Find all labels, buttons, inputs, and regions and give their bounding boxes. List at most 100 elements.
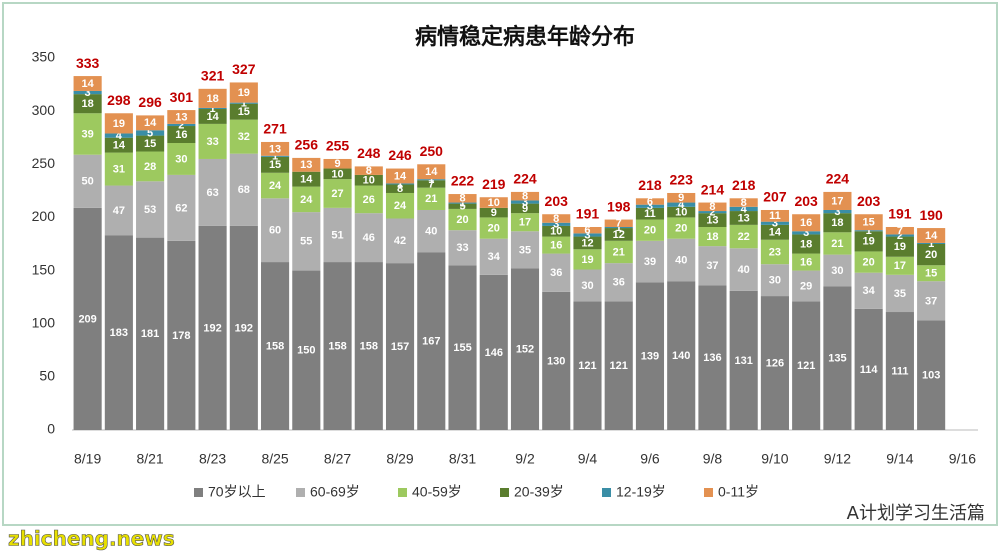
segment-label: 35 bbox=[894, 288, 906, 300]
bar-segment bbox=[323, 168, 352, 180]
bar-segment bbox=[792, 214, 821, 232]
segment-label: 14 bbox=[81, 78, 94, 90]
total-label: 203 bbox=[545, 193, 569, 209]
segment-label: 2 bbox=[178, 119, 184, 131]
total-label: 255 bbox=[326, 138, 350, 154]
segment-label: 1 bbox=[616, 222, 622, 234]
segment-label: 1 bbox=[866, 225, 872, 237]
segment-label: 55 bbox=[300, 236, 312, 248]
segment-label: 121 bbox=[610, 360, 628, 372]
segment-label: 14 bbox=[206, 111, 219, 123]
segment-label: 1 bbox=[272, 151, 278, 163]
segment-label: 158 bbox=[266, 340, 284, 352]
bar-segment bbox=[354, 213, 383, 263]
bar-segment bbox=[385, 218, 415, 264]
bar-segment bbox=[73, 113, 102, 155]
x-tick-label: 9/10 bbox=[761, 451, 788, 467]
bar-segment bbox=[604, 228, 633, 241]
bar-segment bbox=[885, 236, 914, 257]
bar-segment bbox=[73, 154, 102, 208]
bar-segment bbox=[167, 110, 196, 124]
bar-segment bbox=[667, 238, 696, 282]
bar-segment bbox=[604, 219, 633, 227]
segment-label: 1 bbox=[210, 103, 216, 115]
segment-label: 32 bbox=[238, 131, 250, 143]
segment-label: 111 bbox=[891, 365, 908, 377]
segment-label: 63 bbox=[206, 187, 218, 199]
segment-label: 8 bbox=[366, 165, 372, 177]
total-label: 219 bbox=[482, 176, 506, 192]
segment-label: 14 bbox=[113, 140, 126, 152]
bar-segment bbox=[448, 265, 477, 430]
total-label: 224 bbox=[513, 171, 537, 187]
segment-label: 136 bbox=[703, 352, 721, 364]
segment-label: 15 bbox=[144, 138, 156, 150]
bar-segment bbox=[635, 240, 665, 283]
segment-label: 155 bbox=[453, 342, 471, 354]
segment-label: 22 bbox=[738, 231, 750, 243]
segment-label: 33 bbox=[456, 242, 468, 254]
segment-label: 3 bbox=[803, 227, 809, 239]
total-label: 224 bbox=[826, 171, 850, 187]
bar-segment bbox=[167, 123, 196, 127]
y-tick-label: 100 bbox=[32, 314, 56, 330]
bar-segment bbox=[760, 264, 789, 297]
segment-label: 50 bbox=[81, 176, 93, 188]
bar-segment bbox=[667, 206, 696, 218]
bar-segment bbox=[760, 239, 789, 265]
bar-segment bbox=[448, 230, 477, 266]
bar-segment bbox=[510, 231, 540, 269]
segment-label: 19 bbox=[863, 236, 875, 248]
segment-label: 121 bbox=[578, 360, 596, 372]
segment-label: 15 bbox=[925, 268, 937, 280]
segment-label: 37 bbox=[706, 260, 718, 272]
total-label: 256 bbox=[295, 137, 319, 153]
bar-segment bbox=[104, 113, 133, 134]
bar-segment bbox=[854, 308, 883, 430]
total-label: 218 bbox=[732, 177, 756, 193]
segment-label: 3 bbox=[85, 87, 91, 99]
segment-label: 7 bbox=[897, 225, 903, 237]
segment-label: 60 bbox=[269, 225, 281, 237]
segment-label: 1 bbox=[397, 178, 403, 190]
segment-label: 9 bbox=[522, 203, 528, 215]
bar-segment bbox=[760, 296, 789, 430]
total-label: 298 bbox=[107, 92, 131, 108]
x-tick-label: 8/23 bbox=[199, 451, 226, 467]
x-tick-label: 9/12 bbox=[824, 451, 851, 467]
bar-segment bbox=[729, 290, 758, 430]
y-tick-label: 200 bbox=[32, 208, 56, 224]
bar-segment bbox=[167, 126, 196, 144]
bar-segment bbox=[167, 143, 196, 175]
segment-label: 28 bbox=[144, 161, 156, 173]
bar-segment bbox=[510, 200, 540, 204]
legend-label: 0-11岁 bbox=[718, 484, 759, 500]
segment-label: 23 bbox=[769, 246, 781, 258]
bar-segment bbox=[854, 230, 883, 232]
bar-segment bbox=[698, 246, 727, 286]
segment-label: 8 bbox=[709, 201, 715, 213]
segment-label: 13 bbox=[300, 159, 312, 171]
segment-label: 10 bbox=[675, 207, 687, 219]
segment-label: 29 bbox=[800, 280, 812, 292]
segment-label: 20 bbox=[456, 214, 468, 226]
bar-segment bbox=[417, 209, 446, 253]
bar-segment bbox=[136, 181, 165, 238]
total-label: 214 bbox=[701, 181, 725, 197]
segment-label: 16 bbox=[550, 239, 562, 251]
legend-swatch bbox=[500, 488, 509, 497]
segment-label: 10 bbox=[488, 197, 500, 209]
bar-segment bbox=[823, 213, 852, 233]
segment-label: 14 bbox=[925, 230, 938, 242]
bar-segment bbox=[354, 185, 383, 214]
legend-label: 20-39岁 bbox=[514, 484, 564, 500]
bar-segment bbox=[104, 185, 133, 236]
bar-segment bbox=[198, 158, 227, 226]
bar-segment bbox=[760, 224, 789, 240]
segment-label: 2 bbox=[709, 207, 715, 219]
bar-segment bbox=[73, 94, 102, 114]
bar-segment bbox=[323, 179, 352, 208]
segment-label: 18 bbox=[81, 98, 93, 110]
bar-segment bbox=[667, 217, 696, 239]
segment-label: 37 bbox=[925, 295, 937, 307]
